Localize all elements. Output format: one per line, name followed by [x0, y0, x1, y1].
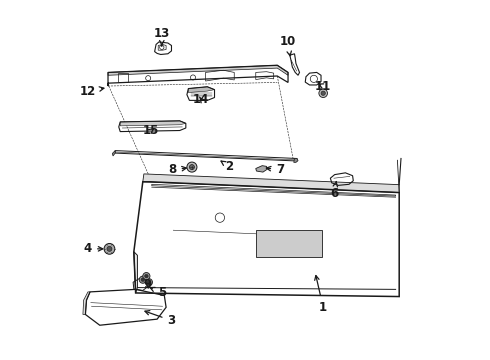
Text: 11: 11 [315, 80, 331, 93]
Circle shape [107, 246, 112, 251]
Polygon shape [256, 166, 267, 172]
Polygon shape [112, 150, 115, 156]
Polygon shape [188, 87, 215, 93]
Circle shape [321, 91, 325, 95]
Text: 13: 13 [154, 27, 170, 46]
Polygon shape [120, 121, 186, 126]
Circle shape [190, 165, 195, 170]
Polygon shape [83, 292, 90, 315]
Polygon shape [134, 252, 137, 293]
Text: 3: 3 [145, 311, 175, 327]
Text: 14: 14 [193, 93, 209, 106]
Text: 5: 5 [150, 287, 166, 300]
Bar [256, 230, 322, 257]
Circle shape [145, 274, 148, 278]
Text: 4: 4 [84, 242, 103, 255]
Text: 12: 12 [80, 85, 104, 98]
Polygon shape [143, 174, 399, 193]
Text: 7: 7 [267, 163, 284, 176]
Polygon shape [108, 65, 288, 75]
Text: 1: 1 [315, 275, 327, 314]
Polygon shape [294, 158, 298, 162]
Text: 9: 9 [144, 278, 151, 291]
Circle shape [319, 89, 327, 98]
Circle shape [104, 243, 115, 254]
Circle shape [141, 278, 145, 282]
Text: 6: 6 [330, 181, 338, 200]
Text: 15: 15 [143, 124, 159, 137]
Circle shape [187, 162, 197, 172]
Circle shape [139, 276, 147, 283]
Text: 2: 2 [221, 160, 233, 173]
Circle shape [146, 279, 152, 286]
Circle shape [143, 273, 150, 280]
Text: 8: 8 [169, 163, 186, 176]
Circle shape [147, 280, 151, 284]
Text: 10: 10 [279, 35, 295, 56]
